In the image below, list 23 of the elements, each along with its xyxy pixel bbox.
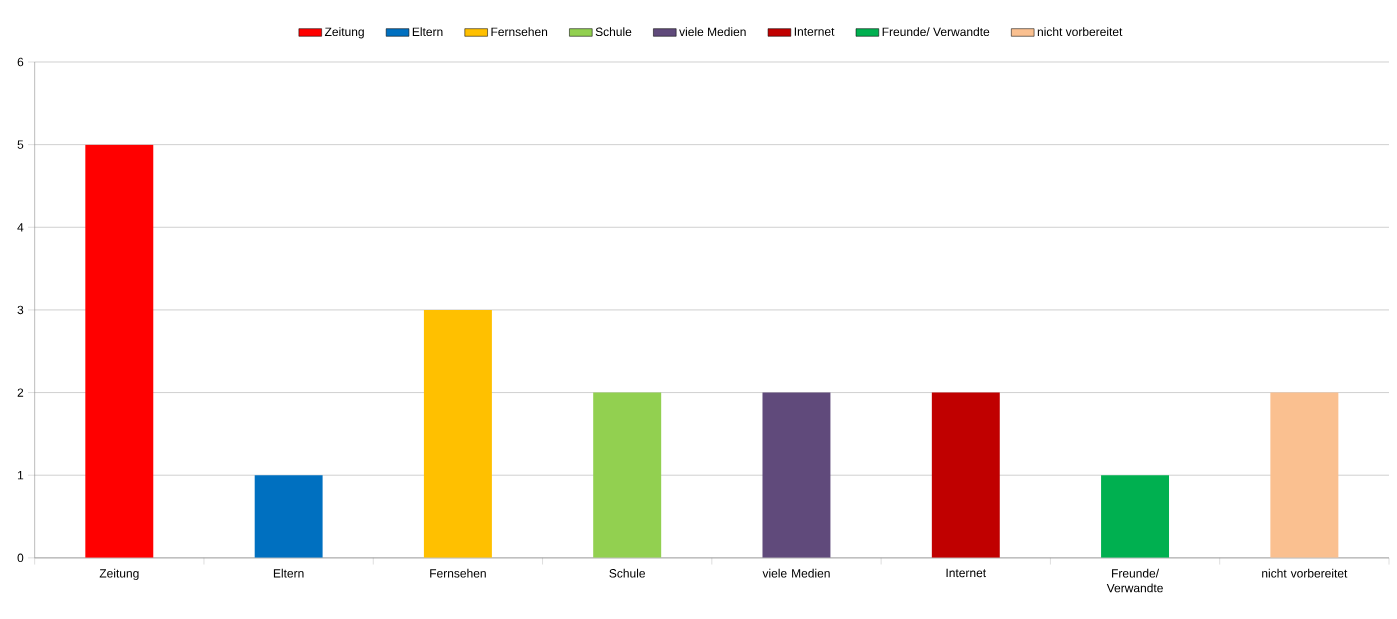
- legend-label: viele Medien: [679, 27, 746, 37]
- legend-label: Freunde/ Verwandte: [882, 27, 990, 37]
- x-tick-label: Eltern: [273, 569, 304, 578]
- y-tick-label: 0: [17, 553, 24, 563]
- legend-label: Schule: [595, 27, 632, 37]
- x-tick-label: Zeitung: [99, 569, 139, 581]
- x-tick-label: Fernsehen: [430, 569, 486, 578]
- x-tick-label: Schule: [609, 569, 645, 578]
- legend-label: Internet: [794, 27, 835, 37]
- y-tick-label: 1: [17, 471, 24, 480]
- x-tick-label: Freunde/ Verwandte: [1106, 569, 1163, 593]
- legend-label: Eltern: [412, 27, 443, 37]
- y-tick-label: 2: [17, 388, 24, 397]
- legend-label: Zeitung: [324, 27, 364, 39]
- y-tick-label: 6: [17, 57, 24, 67]
- y-tick-label: 4: [17, 223, 24, 232]
- legend-label: nicht vorbereitet: [1037, 27, 1123, 37]
- x-tick-label: nicht vorbereitet: [1262, 569, 1348, 578]
- x-tick-label: Internet: [946, 569, 987, 578]
- y-tick-label: 5: [17, 140, 24, 150]
- legend-label: Fernsehen: [491, 27, 548, 37]
- x-tick-label: viele Medien: [762, 569, 830, 578]
- y-tick-label: 3: [17, 305, 24, 315]
